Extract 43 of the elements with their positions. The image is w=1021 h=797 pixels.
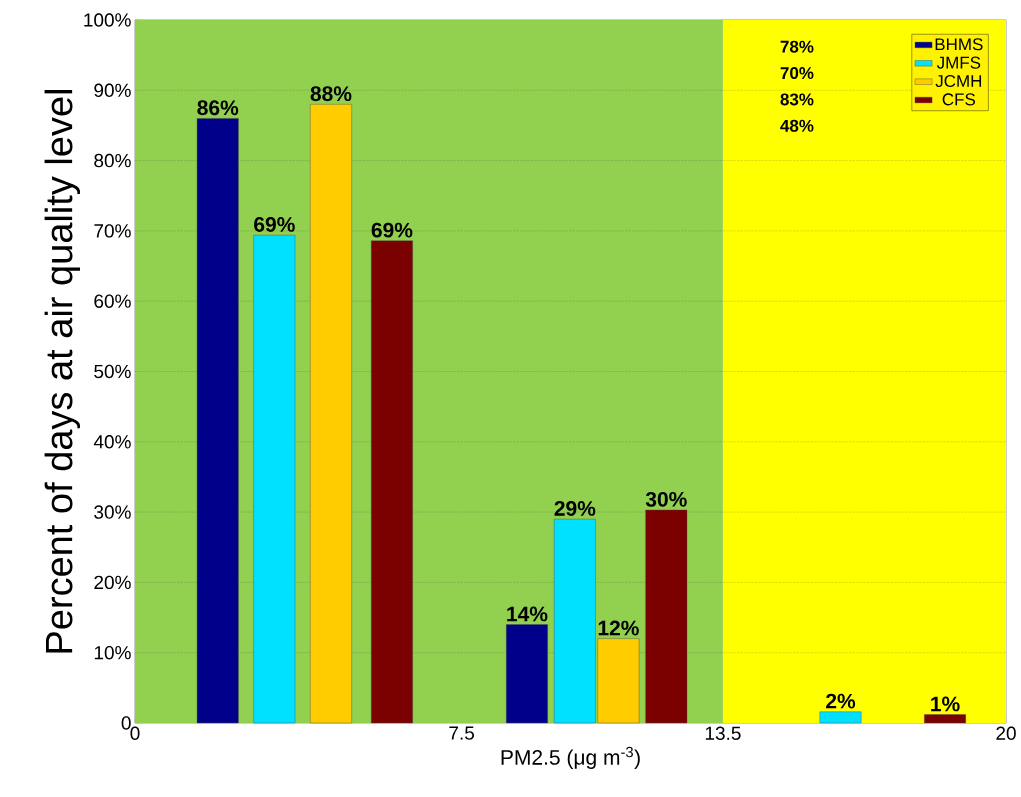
annotation: 78% — [780, 40, 814, 53]
data-label: 69% — [254, 217, 295, 232]
legend-label: CFS — [942, 93, 976, 106]
y-tick-label: 60% — [94, 294, 131, 308]
bar — [310, 104, 352, 724]
x-tick-label: 13.5 — [705, 726, 741, 740]
y-tick-label: 90% — [94, 83, 131, 98]
y-tick-label: 10% — [94, 645, 131, 660]
data-label: 29% — [554, 501, 596, 516]
annotation: 83% — [780, 93, 814, 106]
data-label: 88% — [310, 86, 352, 102]
data-label: 12% — [598, 620, 639, 636]
bar — [645, 509, 688, 724]
data-label: 69% — [371, 222, 413, 238]
y-tick-label: 80% — [94, 153, 131, 168]
legend-label: BHMS — [935, 38, 983, 51]
x-tick-label: 0 — [130, 726, 140, 740]
data-label: 1% — [931, 696, 960, 712]
data-label: 86% — [197, 100, 239, 116]
y-axis-title: Percent of days at air quality level — [44, 90, 81, 653]
y-tick-label: 20% — [94, 575, 131, 590]
bar — [371, 240, 413, 724]
data-label: 2% — [826, 693, 856, 709]
y-tick-label: 40% — [93, 435, 131, 449]
x-tick-label: 20 — [996, 726, 1016, 740]
legend-label: JMFS — [936, 56, 981, 69]
y-tick-label: 0 — [121, 716, 131, 730]
y-tick-label: 30% — [94, 505, 131, 519]
bar — [253, 234, 296, 724]
x-axis-title: PM2.5 (μg m$^{-3}$) — [501, 746, 640, 769]
annotation: 70% — [780, 67, 814, 80]
data-label: 14% — [507, 606, 548, 622]
bar — [196, 118, 239, 724]
y-tick-label: 70% — [94, 224, 131, 238]
annotation: 48% — [780, 119, 814, 132]
x-tick-label: 7.5 — [449, 726, 475, 740]
legend-label: JCMH — [935, 74, 982, 88]
bar — [924, 714, 966, 724]
bar — [506, 624, 548, 724]
data-label: 30% — [645, 491, 687, 507]
y-tick-label: 50% — [94, 364, 131, 379]
bar — [819, 711, 862, 724]
y-tick-label: 100% — [84, 13, 131, 27]
